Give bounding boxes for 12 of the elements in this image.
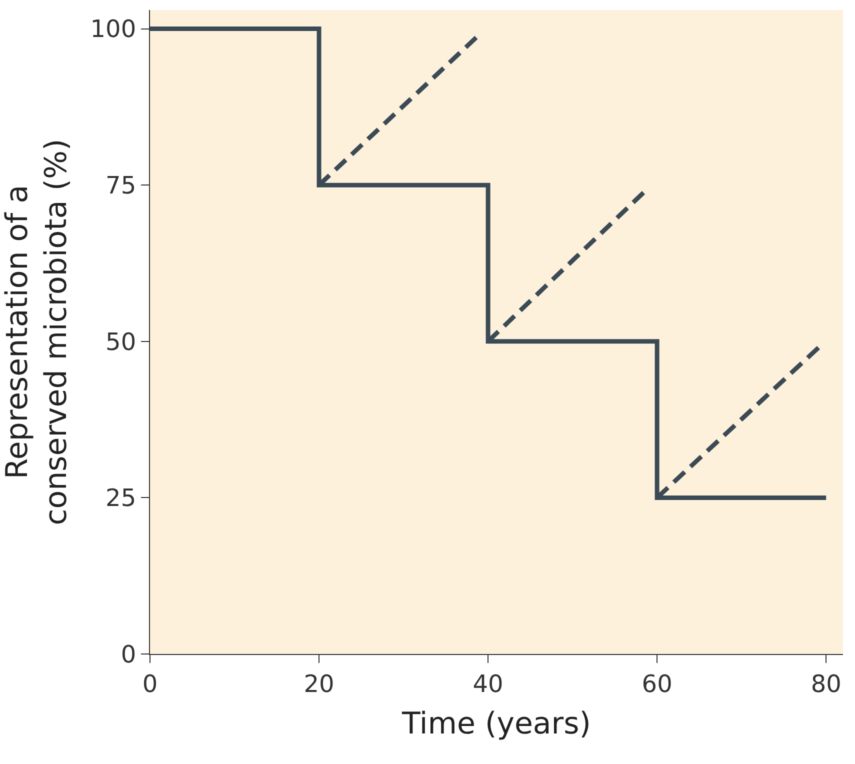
x-tick-label: 80 — [810, 670, 842, 698]
x-tick-label: 0 — [142, 670, 158, 698]
y-tick-label: 25 — [106, 484, 136, 512]
y-tick-label: 75 — [106, 171, 136, 200]
x-axis-title: Time (years) — [401, 706, 591, 742]
y-axis-title: Representation of a conserved microbiota (%) — [0, 138, 74, 526]
x-tick-label: 40 — [472, 670, 504, 698]
x-tick-label: 60 — [642, 670, 672, 698]
y-tick-label: 0 — [120, 640, 136, 668]
x-tick-label: 20 — [304, 670, 334, 698]
y-tick-label: 100 — [90, 15, 136, 44]
y-tick-label: 50 — [106, 328, 136, 356]
